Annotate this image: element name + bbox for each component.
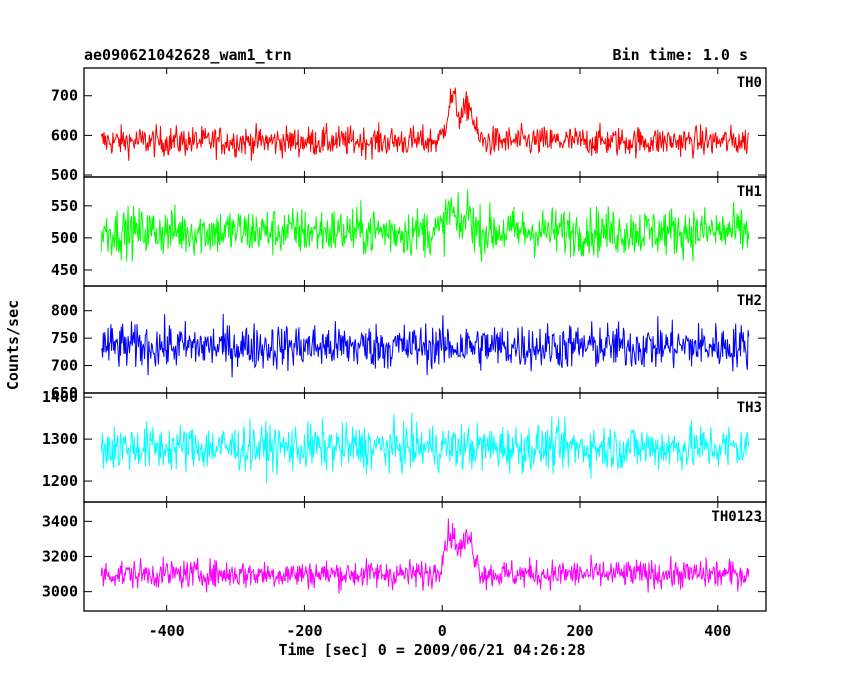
y-tick-label: 1300 — [42, 430, 78, 448]
y-tick-label: 800 — [51, 302, 78, 320]
y-tick-label: 1200 — [42, 472, 78, 490]
x-tick-label: -200 — [286, 622, 322, 640]
y-tick-label: 3000 — [42, 583, 78, 601]
panel-label-th2: TH2 — [737, 293, 762, 309]
panel-frame-th0 — [83, 67, 767, 178]
y-tick-label: 600 — [51, 126, 78, 144]
y-tick-label: 1400 — [42, 388, 78, 406]
x-tick-label: 200 — [566, 622, 593, 640]
series-line-th3 — [100, 412, 750, 483]
y-tick-label: 550 — [51, 197, 78, 215]
y-tick-label: 500 — [51, 229, 78, 247]
panel-label-th3: TH3 — [737, 400, 762, 416]
bin-time-label: Bin time: 1.0 s — [613, 46, 748, 64]
x-axis-label: Time [sec] 0 = 2009/06/21 04:26:28 — [278, 641, 585, 659]
series-line-th0 — [100, 87, 750, 161]
y-axis-label: Counts/sec — [4, 300, 22, 390]
x-tick-label: 400 — [704, 622, 731, 640]
series-line-th0123 — [100, 518, 750, 594]
series-line-th2 — [100, 313, 750, 378]
x-tick-label: -400 — [149, 622, 185, 640]
y-tick-label: 450 — [51, 261, 78, 279]
y-tick-label: 700 — [51, 87, 78, 105]
series-line-th1 — [100, 189, 750, 263]
x-tick-label: 0 — [438, 622, 447, 640]
y-tick-label: 650 — [51, 384, 78, 402]
panel-label-th0123: TH0123 — [711, 509, 762, 525]
panel-label-th0: TH0 — [737, 75, 762, 91]
chart-title: ae090621042628_wam1_trn — [84, 46, 292, 64]
y-tick-label: 750 — [51, 329, 78, 347]
y-tick-label: 500 — [51, 166, 78, 184]
panel-frame-th0123 — [83, 501, 767, 612]
y-tick-label: 700 — [51, 357, 78, 375]
panels-group: 500 600 700 TH0 450 500 550 TH1 650 700 750 800 TH2 1… — [42, 67, 767, 640]
panel-label-th1: TH1 — [737, 184, 762, 200]
y-tick-label: 3200 — [42, 548, 78, 566]
y-tick-label: 3400 — [42, 512, 78, 530]
